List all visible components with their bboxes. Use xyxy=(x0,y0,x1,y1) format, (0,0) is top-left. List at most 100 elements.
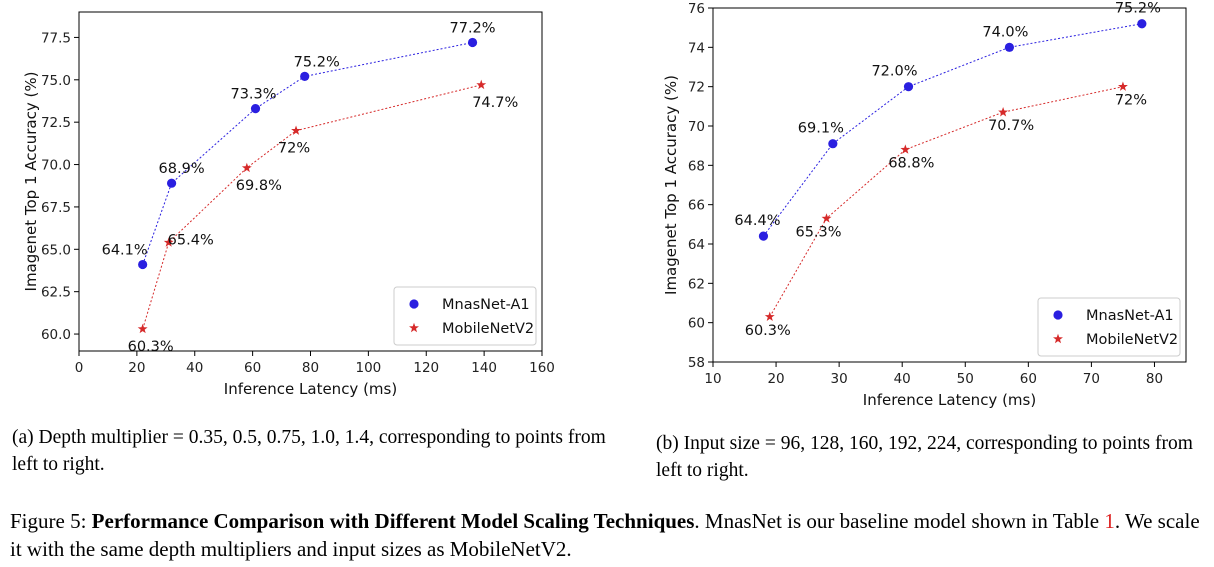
data-point-mobilenetv2 xyxy=(900,144,911,154)
data-point-mnasnet-a1 xyxy=(903,82,914,92)
figure-caption: Figure 5: Performance Comparison with Di… xyxy=(10,507,1214,563)
x-tick-label: 40 xyxy=(186,360,203,376)
legend-entry: MnasNet-A1 xyxy=(442,297,530,313)
x-tick-label: 60 xyxy=(1020,371,1037,387)
data-label: 69.1% xyxy=(798,121,844,137)
legend-box xyxy=(1037,297,1181,357)
y-tick-label: 58 xyxy=(688,355,705,371)
y-tick-label: 60.0 xyxy=(41,327,71,343)
data-point-mnasnet-a1 xyxy=(758,231,769,241)
data-label: 74.7% xyxy=(472,95,518,111)
chart-input-size: 10 20 30 40 50 60 70 80 58 60 62 64 66 68 70 72 74 76 Infe… xyxy=(650,0,1214,415)
y-tick-label: 60 xyxy=(688,316,705,332)
y-tick-label: 66 xyxy=(688,198,705,214)
x-tick-label: 60 xyxy=(244,360,261,376)
y-axis-label: Imagenet Top 1 Accuracy (%) xyxy=(22,72,40,292)
y-tick-label: 68 xyxy=(688,158,705,174)
x-tick-label: 20 xyxy=(767,371,784,387)
data-label: 68.8% xyxy=(888,156,934,172)
y-axis-label: Imagenet Top 1 Accuracy (%) xyxy=(662,75,680,295)
y-tick-label: 64 xyxy=(688,237,705,253)
x-tick-label: 100 xyxy=(355,360,381,376)
data-label: 77.2% xyxy=(450,21,496,37)
subcaption-a: (a) Depth multiplier = 0.35, 0.5, 0.75, … xyxy=(12,427,606,475)
data-point-mnasnet-a1 xyxy=(138,259,148,270)
data-point-mobilenetv2 xyxy=(241,162,252,173)
data-point-mnasnet-a1 xyxy=(1004,42,1015,52)
legend-marker-mobilenetv2 xyxy=(409,322,419,333)
data-point-mobilenetv2 xyxy=(764,311,775,321)
data-label: 74.0% xyxy=(982,24,1028,40)
legend-entry: MobileNetV2 xyxy=(1086,332,1178,348)
x-axis-label: Inference Latency (ms) xyxy=(224,380,397,398)
y-tick-label: 65.0 xyxy=(41,242,71,258)
y-tick-label: 77.5 xyxy=(41,30,71,46)
legend-marker-mnasnet-a1 xyxy=(1053,310,1063,320)
chart-depth-multiplier: 0 20 40 60 80 100 120 140 160 60.0 62.5 65.0 67.5 70.… xyxy=(0,0,560,410)
y-tick-label: 67.5 xyxy=(41,200,71,216)
x-tick-label: 160 xyxy=(529,360,555,376)
data-point-mnasnet-a1 xyxy=(467,37,478,48)
legend-entry: MnasNet-A1 xyxy=(1086,308,1174,324)
y-tick-label: 62 xyxy=(688,276,705,292)
data-point-mobilenetv2 xyxy=(291,125,301,135)
y-tick-label: 62.5 xyxy=(41,285,71,301)
data-label: 75.2% xyxy=(1115,1,1161,17)
y-tick-label: 70.0 xyxy=(41,158,71,174)
data-point-mobilenetv2 xyxy=(163,237,174,247)
caption-prefix: Figure 5: xyxy=(10,509,92,533)
legend-marker-mnasnet-a1 xyxy=(409,299,419,309)
y-tick-label: 72 xyxy=(688,80,705,96)
data-point-mobilenetv2 xyxy=(476,79,487,90)
x-tick-label: 120 xyxy=(413,360,439,376)
data-label: 70.7% xyxy=(988,118,1034,134)
chart-a-svg: 0 20 40 60 80 100 120 140 160 60.0 62.5 65.0 67.5 70.… xyxy=(22,11,555,398)
y-tick-label: 76 xyxy=(688,1,705,17)
x-tick-label: 70 xyxy=(1083,371,1100,387)
subcaption-b: (b) Input size = 96, 128, 160, 192, 224,… xyxy=(656,433,1193,481)
x-tick-label: 30 xyxy=(831,371,848,387)
data-point-mnasnet-a1 xyxy=(250,104,261,114)
data-point-mobilenetv2 xyxy=(998,107,1009,117)
data-label: 64.4% xyxy=(734,213,780,229)
data-point-mnasnet-a1 xyxy=(167,178,177,188)
x-tick-label: 80 xyxy=(1146,371,1163,387)
data-label: 65.3% xyxy=(795,224,841,240)
data-label: 72% xyxy=(1115,93,1147,109)
chart-b-svg: 10 20 30 40 50 60 70 80 58 60 62 64 66 68 70 72 74 76 Infe… xyxy=(662,1,1187,409)
data-point-mnasnet-a1 xyxy=(300,71,310,82)
plot-frame xyxy=(712,7,1187,363)
x-tick-label: 10 xyxy=(704,371,721,387)
legend-marker-mobilenetv2 xyxy=(1053,333,1063,344)
data-label: 72% xyxy=(278,141,310,157)
series-line-mobilenetv2 xyxy=(142,84,482,330)
table-reference-link[interactable]: 1 xyxy=(1104,509,1115,533)
data-label: 64.1% xyxy=(102,243,148,259)
caption-text-2: . We scale it with the same depth multip… xyxy=(10,509,1200,561)
data-label: 73.3% xyxy=(230,87,276,103)
y-tick-label: 72.5 xyxy=(41,115,71,131)
caption-title: Performance Comparison with Different Mo… xyxy=(91,509,695,533)
x-axis-label: Inference Latency (ms) xyxy=(863,391,1036,409)
x-tick-label: 0 xyxy=(75,360,84,376)
y-tick-label: 75.0 xyxy=(41,73,71,89)
data-label: 68.9% xyxy=(159,161,205,177)
series-line-mnasnet-a1 xyxy=(142,42,473,265)
x-tick-label: 50 xyxy=(957,371,974,387)
x-tick-label: 20 xyxy=(128,360,145,376)
legend-entry: MobileNetV2 xyxy=(442,321,534,337)
data-label: 75.2% xyxy=(294,54,340,70)
data-point-mobilenetv2 xyxy=(1117,81,1128,91)
x-tick-label: 40 xyxy=(894,371,911,387)
x-tick-label: 80 xyxy=(302,360,319,376)
data-label: 60.3% xyxy=(745,323,791,339)
data-point-mnasnet-a1 xyxy=(828,139,838,149)
y-tick-label: 70 xyxy=(688,119,705,135)
data-point-mobilenetv2 xyxy=(137,323,148,334)
data-point-mnasnet-a1 xyxy=(1137,19,1147,29)
data-label: 65.4% xyxy=(168,233,214,249)
data-label: 60.3% xyxy=(128,339,174,355)
data-label: 69.8% xyxy=(236,178,282,194)
data-point-mobilenetv2 xyxy=(821,213,832,223)
y-tick-label: 74 xyxy=(688,40,705,56)
